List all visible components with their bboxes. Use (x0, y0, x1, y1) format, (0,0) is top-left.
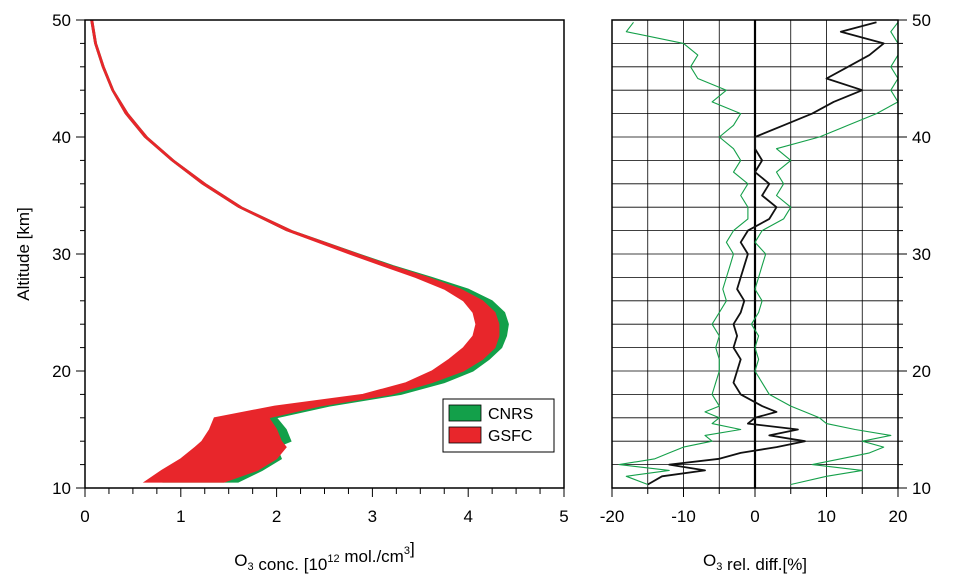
legend: CNRS GSFC (442, 398, 555, 453)
y-tick-label: 20 (912, 362, 931, 381)
xlabel-prefix: O (234, 551, 247, 570)
legend-swatch-cnrs (448, 404, 482, 422)
xlabel-sup2: 3 (404, 545, 410, 557)
y-tick-label: 40 (912, 128, 931, 147)
y-tick-label: 30 (912, 245, 931, 264)
xlabel-mid2: mol./cm (340, 547, 404, 566)
xlabel-mid: rel. diff.[%] (722, 555, 807, 574)
y-tick-label: 10 (52, 479, 71, 498)
y-axis-label: Altitude [km] (14, 207, 33, 301)
x-tick-label: 5 (559, 507, 568, 526)
series-line-bound-1 (618, 21, 749, 486)
x-tick-label: -10 (671, 507, 696, 526)
legend-label-gsfc: GSFC (488, 428, 532, 445)
x-axis-label-right: O3 rel. diff.[%] (703, 551, 807, 574)
legend-swatch-gsfc (448, 426, 482, 444)
x-tick-label: 0 (750, 507, 759, 526)
x-tick-label: 20 (889, 507, 908, 526)
xlabel-sub: 3 (248, 561, 254, 573)
y-tick-label: 10 (912, 479, 931, 498)
x-tick-label: 2 (272, 507, 281, 526)
y-tick-label: 50 (912, 11, 931, 30)
series-line-mean (647, 21, 885, 486)
y-tick-label: 40 (52, 128, 71, 147)
x-tick-label: 0 (80, 507, 89, 526)
y-tick-label: 50 (52, 11, 71, 30)
legend-label-cnrs: CNRS (488, 406, 533, 423)
y-tick-label: 20 (52, 362, 71, 381)
y-tick-label: 30 (52, 245, 71, 264)
x-tick-label: -20 (600, 507, 625, 526)
x-tick-label: 1 (176, 507, 185, 526)
xlabel-sup: 12 (327, 553, 339, 565)
xlabel-sub: 3 (716, 561, 722, 573)
xlabel-mid: conc. [10 (254, 555, 328, 574)
x-axis-label: O3 conc. [1012 mol./cm3] (234, 539, 414, 574)
x-tick-label: 10 (817, 507, 836, 526)
xlabel-prefix: O (703, 551, 716, 570)
x-tick-label: 4 (463, 507, 472, 526)
series-line-bound-2 (750, 21, 899, 486)
xlabel-suffix: ] (410, 539, 415, 558)
x-tick-label: 3 (368, 507, 377, 526)
